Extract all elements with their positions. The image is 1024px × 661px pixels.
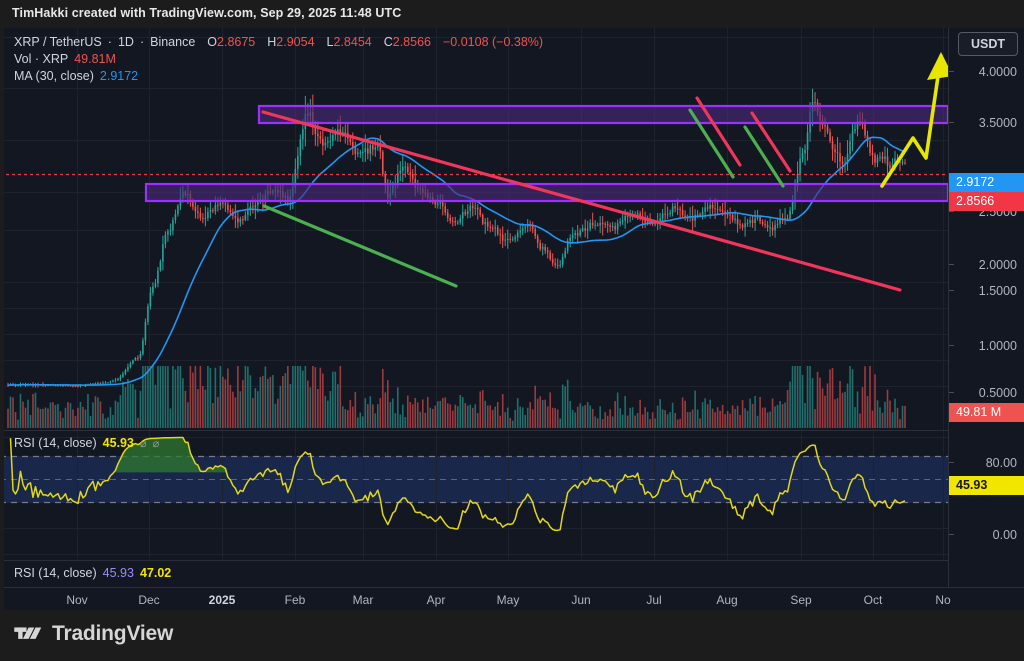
major-uptrend-line[interactable] bbox=[262, 204, 458, 288]
price-pane[interactable]: XRP / TetherUS · 1D · Binance O2.8675 H2.9054 L… bbox=[0, 28, 948, 431]
price-tick-mark bbox=[949, 392, 954, 393]
price-tick-mark bbox=[949, 264, 954, 265]
time-label-0: Nov bbox=[66, 593, 88, 607]
rsi-tick-mark bbox=[949, 534, 954, 535]
currency-badge-label: USDT bbox=[970, 37, 1006, 51]
attribution-bar: TimHakki created with TradingView.com, S… bbox=[0, 0, 1024, 28]
rsi-pane-canvas bbox=[0, 431, 948, 561]
rsi-value-tag[interactable]: 45.93 bbox=[949, 476, 1024, 495]
trendlines[interactable] bbox=[261, 96, 902, 292]
price-tick-mark bbox=[949, 211, 954, 212]
rsi-tick-label-0: 80.00 bbox=[985, 456, 1017, 470]
rsi-bottom-legend: RSI (14, close) 45.93 47.02 bbox=[14, 566, 171, 580]
downtrend-channel-2[interactable] bbox=[750, 111, 792, 173]
rsi-visibility-icon[interactable]: ⌀ bbox=[139, 438, 147, 450]
price-tick-mark bbox=[949, 71, 954, 72]
price-tick-mark bbox=[949, 345, 954, 346]
rsi-pane-legend: RSI (14, close) 45.93 ⌀ ⌀ bbox=[14, 436, 159, 450]
downtrend-channel-1[interactable] bbox=[695, 96, 742, 167]
time-label-1: Dec bbox=[138, 593, 160, 607]
price-tick-mark bbox=[949, 290, 954, 291]
time-label-12: No bbox=[935, 593, 951, 607]
time-label-11: Oct bbox=[863, 593, 883, 607]
rsi-bottom-title[interactable]: RSI (14, close) bbox=[14, 566, 97, 580]
rsi-legend-title[interactable]: RSI (14, close) bbox=[14, 436, 97, 450]
time-label-5: Apr bbox=[426, 593, 446, 607]
attribution-text: TimHakki created with TradingView.com, S… bbox=[12, 6, 402, 20]
rsi-tick-label-1: 0.00 bbox=[992, 528, 1017, 542]
ma-price-tag[interactable]: 2.9172 bbox=[949, 173, 1024, 192]
time-label-8: Jul bbox=[646, 593, 662, 607]
time-label-7: Jun bbox=[571, 593, 591, 607]
rsi-bottom-legend-pane: RSI (14, close) 45.93 47.02 bbox=[0, 561, 948, 587]
last-price-tag[interactable]: 2.8566 bbox=[949, 192, 1024, 211]
upper-supply-zone[interactable] bbox=[257, 104, 948, 125]
bullish-forecast-arrow[interactable] bbox=[880, 52, 948, 188]
uptrend-channel-1[interactable] bbox=[688, 108, 735, 179]
volume-histogram bbox=[7, 366, 906, 428]
price-tick-label-0: 4.0000 bbox=[978, 65, 1017, 79]
price-pane-canvas bbox=[0, 28, 948, 431]
footer-bar: TradingView bbox=[0, 610, 1024, 661]
price-tick-label-5: 1.0000 bbox=[978, 339, 1017, 353]
rsi-overbought-fill bbox=[115, 437, 226, 473]
rsi-settings-icon[interactable]: ⌀ bbox=[152, 438, 160, 450]
pane-divider-price-rsi[interactable] bbox=[0, 430, 948, 431]
price-tick-mark bbox=[949, 122, 954, 123]
rsi-tick-mark bbox=[949, 462, 954, 463]
currency-badge[interactable]: USDT bbox=[958, 32, 1018, 56]
time-label-9: Aug bbox=[716, 593, 738, 607]
pane-divider-rsi-bottom[interactable] bbox=[0, 560, 948, 561]
time-label-3: Feb bbox=[284, 593, 306, 607]
chart-container[interactable]: XRP / TetherUS · 1D · Binance O2.8675 H2.9054 L… bbox=[0, 28, 1024, 611]
price-axis[interactable]: USDT 4.0000 3.5000 2.5000 2.0000 1.5000 1.000… bbox=[948, 28, 1024, 587]
price-tick-label-3: 2.0000 bbox=[978, 258, 1017, 272]
time-label-10: Sep bbox=[790, 593, 812, 607]
time-label-2: 2025 bbox=[208, 593, 236, 607]
tradingview-wordmark: TradingView bbox=[52, 622, 174, 645]
rsi-line bbox=[9, 436, 906, 532]
volume-tag[interactable]: 49.81 M bbox=[949, 403, 1024, 422]
price-tick-label-4: 1.5000 bbox=[978, 284, 1017, 298]
rsi-legend-value: 45.93 bbox=[102, 436, 134, 450]
tradingview-logo[interactable]: TradingView bbox=[14, 622, 173, 646]
price-tick-label-6: 0.5000 bbox=[978, 386, 1017, 400]
major-downtrend-line[interactable] bbox=[261, 110, 902, 292]
left-edge-gutter bbox=[0, 28, 4, 610]
vertical-gridlines bbox=[77, 28, 944, 431]
rsi-pane[interactable]: RSI (14, close) 45.93 ⌀ ⌀ bbox=[0, 431, 948, 561]
price-tick-label-1: 3.5000 bbox=[978, 116, 1017, 130]
time-label-6: May bbox=[496, 593, 520, 607]
tradingview-mark-icon bbox=[14, 627, 42, 639]
rsi-bottom-value: 47.02 bbox=[139, 566, 172, 580]
rsi-vertical-gridlines bbox=[77, 431, 944, 561]
time-label-4: Mar bbox=[352, 593, 374, 607]
uptrend-channel-2[interactable] bbox=[743, 125, 785, 188]
time-axis[interactable]: Nov Dec 2025 Feb Mar Apr May Jun Jul Aug Sep Oct No bbox=[0, 587, 1024, 611]
rsi-bottom-ma-value: 45.93 bbox=[102, 566, 134, 580]
